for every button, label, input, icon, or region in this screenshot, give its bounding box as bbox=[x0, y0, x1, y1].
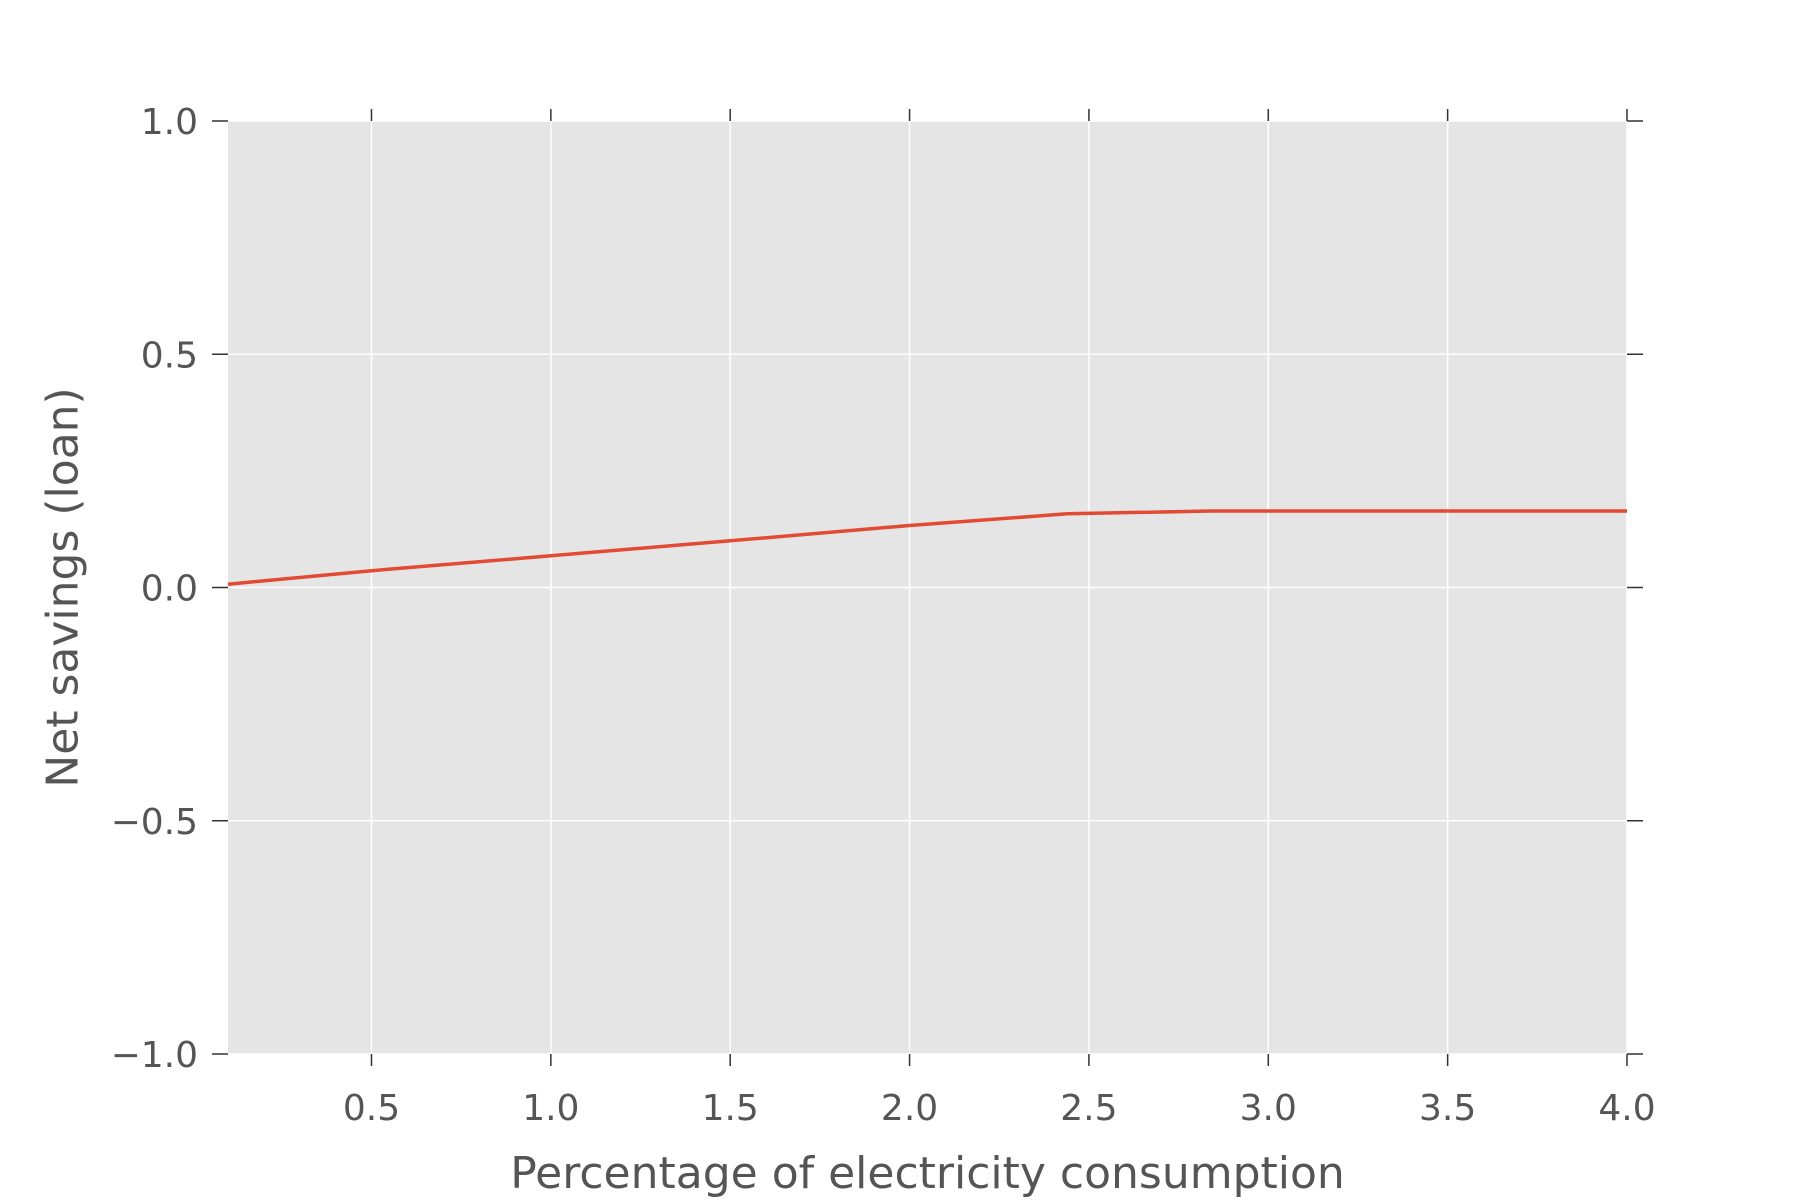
series-line bbox=[227, 509, 1627, 586]
series-layer bbox=[227, 509, 1627, 586]
x-tick-label: 0.5 bbox=[343, 1088, 400, 1129]
x-tick-label: 3.0 bbox=[1240, 1088, 1297, 1129]
x-tick-label: 4.0 bbox=[1598, 1088, 1655, 1129]
x-tick-label: 2.0 bbox=[881, 1088, 938, 1129]
grid-lines bbox=[228, 120, 1628, 1055]
x-tick-label: 1.5 bbox=[702, 1088, 759, 1129]
tick-marks bbox=[212, 109, 1643, 1066]
x-tick-label: 1.0 bbox=[522, 1088, 579, 1129]
x-axis-title: Percentage of electricity consumption bbox=[510, 1148, 1345, 1199]
y-tick-label: −0.5 bbox=[111, 802, 198, 843]
y-tick-label: −1.0 bbox=[111, 1035, 198, 1076]
y-tick-label: 0.5 bbox=[141, 335, 198, 376]
tick-labels: 0.5 1.0 1.5 2.0 2.5 3.0 3.5 4.0 1.0 0.5 0.0 −0.5 −1.… bbox=[111, 102, 1656, 1129]
y-tick-label: 1.0 bbox=[141, 102, 198, 143]
x-tick-label: 2.5 bbox=[1060, 1088, 1117, 1129]
x-tick-label: 3.5 bbox=[1419, 1088, 1476, 1129]
y-axis-title: Net savings (loan) bbox=[37, 387, 88, 787]
y-tick-label: 0.0 bbox=[141, 569, 198, 610]
